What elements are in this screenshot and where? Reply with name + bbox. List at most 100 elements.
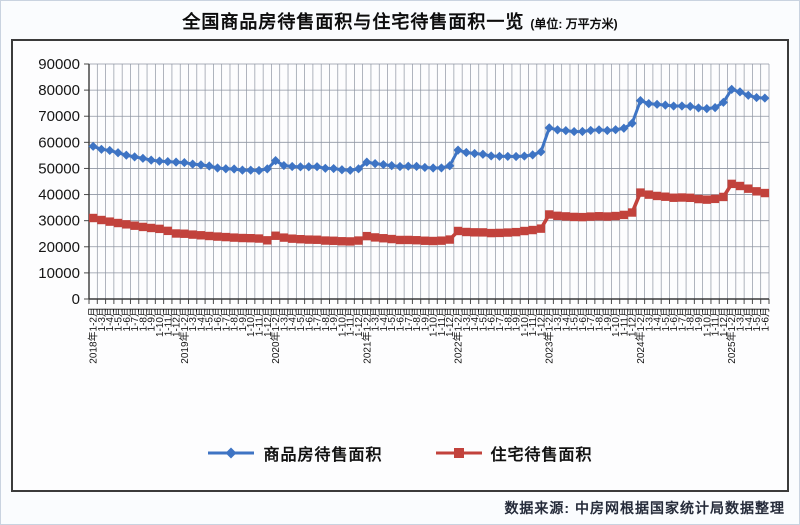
svg-text:1-5月: 1-5月 bbox=[113, 307, 125, 331]
svg-text:1-9月: 1-9月 bbox=[146, 307, 158, 331]
svg-text:2023年1-2月: 2023年1-2月 bbox=[543, 307, 556, 364]
svg-text:1-4月: 1-4月 bbox=[652, 307, 664, 331]
svg-text:1-4月: 1-4月 bbox=[743, 307, 755, 331]
svg-text:1-4月: 1-4月 bbox=[104, 307, 116, 331]
svg-text:1-4月: 1-4月 bbox=[560, 307, 572, 331]
svg-text:1-9月: 1-9月 bbox=[328, 307, 340, 331]
svg-text:80000: 80000 bbox=[38, 82, 80, 99]
svg-text:1-11月: 1-11月 bbox=[345, 307, 357, 336]
svg-text:1-9月: 1-9月 bbox=[693, 307, 705, 331]
svg-text:1-12月: 1-12月 bbox=[262, 307, 274, 337]
svg-text:1-3月: 1-3月 bbox=[370, 307, 382, 331]
legend-line-diamond-icon bbox=[208, 447, 255, 459]
legend-label-commodity: 商品房待售面积 bbox=[263, 447, 383, 464]
svg-text:1-3月: 1-3月 bbox=[187, 307, 199, 331]
legend-item-residential: 住宅待售面积 bbox=[435, 441, 593, 465]
svg-text:1-7月: 1-7月 bbox=[129, 307, 141, 331]
chart-unit-label: (单位: 万平方米) bbox=[530, 17, 618, 31]
svg-text:60000: 60000 bbox=[38, 134, 80, 151]
svg-text:1-4月: 1-4月 bbox=[469, 307, 481, 331]
svg-text:1-4月: 1-4月 bbox=[287, 307, 299, 331]
svg-text:1-12月: 1-12月 bbox=[627, 307, 639, 337]
svg-text:1-10月: 1-10月 bbox=[701, 307, 713, 337]
svg-text:1-11月: 1-11月 bbox=[710, 307, 722, 336]
svg-text:2025年1-2月: 2025年1-2月 bbox=[725, 307, 738, 364]
svg-text:1-5月: 1-5月 bbox=[477, 307, 489, 331]
svg-text:1-6月: 1-6月 bbox=[577, 307, 589, 331]
svg-text:1-9月: 1-9月 bbox=[511, 307, 523, 331]
svg-text:1-11月: 1-11月 bbox=[527, 307, 539, 336]
svg-text:50000: 50000 bbox=[38, 160, 80, 177]
svg-text:10000: 10000 bbox=[38, 265, 80, 282]
legend-label-residential: 住宅待售面积 bbox=[490, 447, 593, 464]
svg-text:1-3月: 1-3月 bbox=[643, 307, 655, 331]
svg-text:1-5月: 1-5月 bbox=[386, 307, 398, 331]
data-source-credit: 数据来源: 中房网根据国家统计局数据整理 bbox=[504, 500, 785, 516]
svg-text:1-5月: 1-5月 bbox=[204, 307, 216, 331]
svg-text:1-11月: 1-11月 bbox=[162, 307, 174, 336]
svg-text:1-7月: 1-7月 bbox=[494, 307, 506, 331]
svg-text:1-6月: 1-6月 bbox=[486, 307, 498, 331]
legend-item-commodity: 商品房待售面积 bbox=[207, 441, 382, 465]
svg-text:1-10月: 1-10月 bbox=[154, 307, 166, 337]
svg-text:1-7月: 1-7月 bbox=[312, 307, 324, 331]
svg-text:1-11月: 1-11月 bbox=[618, 307, 630, 336]
svg-text:1-7月: 1-7月 bbox=[403, 307, 415, 331]
svg-text:1-10月: 1-10月 bbox=[519, 307, 531, 337]
svg-text:1-3月: 1-3月 bbox=[734, 307, 746, 331]
svg-text:1-5月: 1-5月 bbox=[295, 307, 307, 331]
svg-text:1-8月: 1-8月 bbox=[229, 307, 241, 331]
svg-text:1-5月: 1-5月 bbox=[751, 307, 763, 331]
svg-text:1-9月: 1-9月 bbox=[602, 307, 614, 331]
plot-svg: 0 10000 20000 30000 40000 50000 60000 70000 8000… bbox=[38, 56, 771, 364]
svg-text:1-12月: 1-12月 bbox=[535, 307, 547, 337]
svg-text:1-7月: 1-7月 bbox=[676, 307, 688, 331]
svg-text:1-6月: 1-6月 bbox=[668, 307, 680, 331]
chart-legend: 商品房待售面积 住宅待售面积 bbox=[13, 441, 787, 465]
svg-text:0: 0 bbox=[72, 291, 80, 308]
svg-text:1-3月: 1-3月 bbox=[461, 307, 473, 331]
svg-text:1-8月: 1-8月 bbox=[685, 307, 697, 331]
legend-line-square-icon bbox=[435, 448, 482, 458]
svg-text:1-9月: 1-9月 bbox=[237, 307, 249, 331]
svg-text:1-8月: 1-8月 bbox=[137, 307, 149, 331]
svg-text:1-7月: 1-7月 bbox=[220, 307, 232, 331]
chart-frame: 0 10000 20000 30000 40000 50000 60000 70000 8000… bbox=[11, 39, 789, 492]
svg-text:1-8月: 1-8月 bbox=[502, 307, 514, 331]
svg-text:1-6月: 1-6月 bbox=[759, 307, 771, 331]
svg-text:1-6月: 1-6月 bbox=[303, 307, 315, 331]
svg-text:90000: 90000 bbox=[38, 56, 80, 73]
svg-text:2022年1-2月: 2022年1-2月 bbox=[452, 307, 465, 364]
svg-text:1-11月: 1-11月 bbox=[254, 307, 266, 336]
svg-text:1-6月: 1-6月 bbox=[121, 307, 133, 331]
svg-text:1-4月: 1-4月 bbox=[378, 307, 390, 331]
svg-text:1-5月: 1-5月 bbox=[569, 307, 581, 331]
svg-text:2024年1-2月: 2024年1-2月 bbox=[634, 307, 647, 364]
chart-title: 全国商品房待售面积与住宅待售面积一览 (单位: 万平方米) bbox=[1, 8, 799, 34]
chart-title-text: 全国商品房待售面积与住宅待售面积一览 bbox=[182, 12, 525, 32]
svg-text:1-12月: 1-12月 bbox=[353, 307, 365, 337]
svg-text:1-8月: 1-8月 bbox=[594, 307, 606, 331]
svg-text:70000: 70000 bbox=[38, 108, 80, 125]
svg-text:30000: 30000 bbox=[38, 213, 80, 230]
svg-text:1-5月: 1-5月 bbox=[660, 307, 672, 331]
svg-text:1-12月: 1-12月 bbox=[718, 307, 730, 337]
svg-text:2019年1-2月: 2019年1-2月 bbox=[178, 307, 191, 364]
svg-text:2021年1-2月: 2021年1-2月 bbox=[360, 307, 373, 364]
svg-text:1-11月: 1-11月 bbox=[436, 307, 448, 336]
svg-text:1-10月: 1-10月 bbox=[610, 307, 622, 337]
svg-text:1-10月: 1-10月 bbox=[245, 307, 257, 337]
svg-text:1-3月: 1-3月 bbox=[278, 307, 290, 331]
svg-text:2020年1-2月: 2020年1-2月 bbox=[269, 307, 282, 364]
svg-text:20000: 20000 bbox=[38, 239, 80, 256]
svg-text:1-10月: 1-10月 bbox=[336, 307, 348, 337]
svg-text:1-12月: 1-12月 bbox=[444, 307, 456, 337]
svg-text:1-3月: 1-3月 bbox=[552, 307, 564, 331]
svg-text:2018年1-2月: 2018年1-2月 bbox=[87, 307, 100, 364]
svg-text:40000: 40000 bbox=[38, 187, 80, 204]
svg-text:1-4月: 1-4月 bbox=[195, 307, 207, 331]
svg-text:1-9月: 1-9月 bbox=[419, 307, 431, 331]
svg-text:1-6月: 1-6月 bbox=[394, 307, 406, 331]
svg-text:1-8月: 1-8月 bbox=[320, 307, 332, 331]
svg-text:1-3月: 1-3月 bbox=[96, 307, 108, 331]
